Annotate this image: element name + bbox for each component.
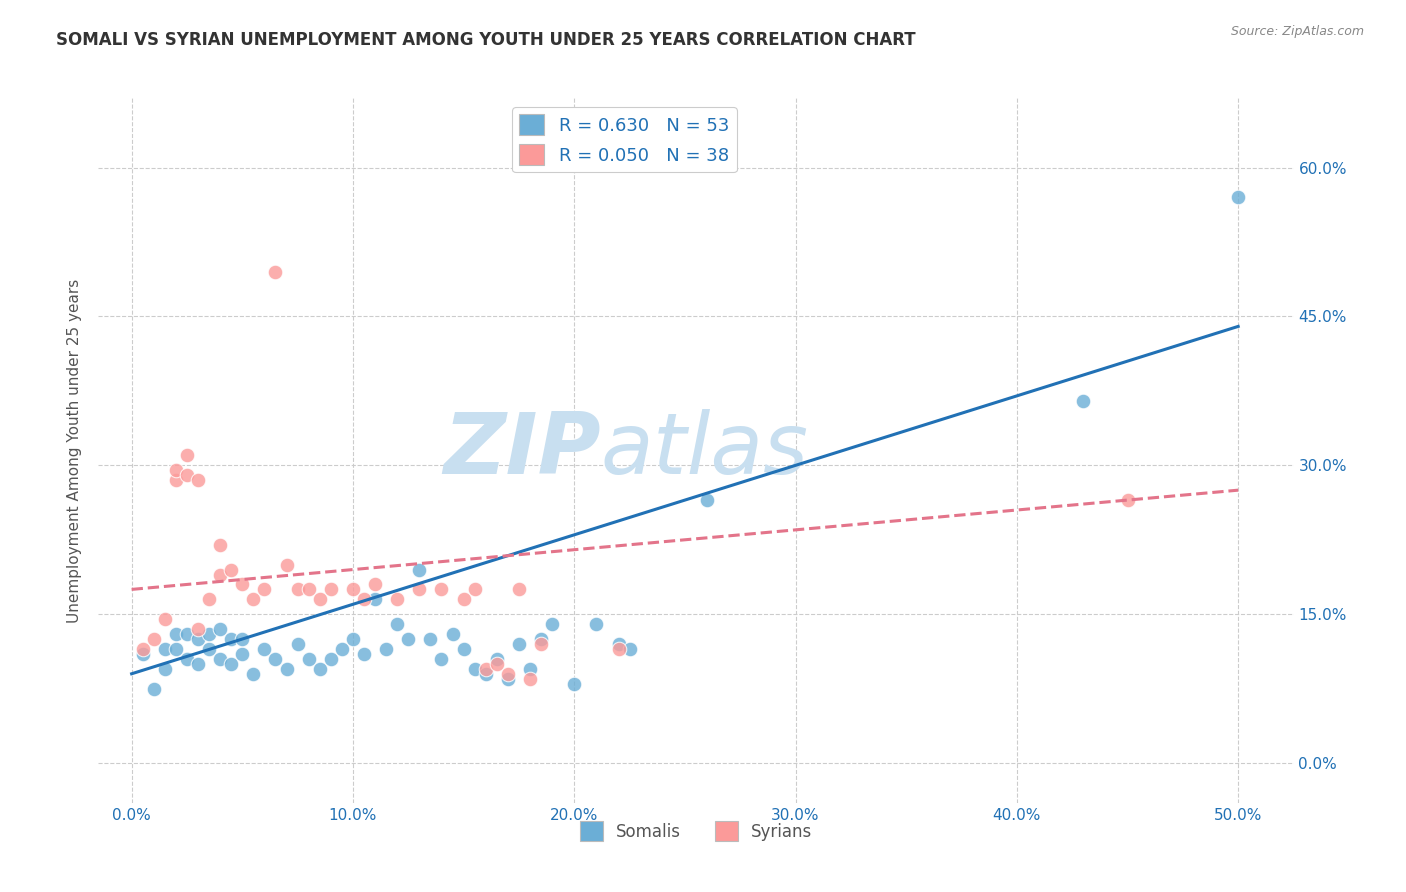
Point xyxy=(198,642,221,657)
Point xyxy=(264,652,287,666)
Point xyxy=(353,592,375,607)
Point xyxy=(131,642,153,657)
Point xyxy=(330,642,353,657)
Point xyxy=(385,617,409,632)
Point xyxy=(187,473,209,487)
Point xyxy=(264,265,287,279)
Point xyxy=(165,463,187,477)
Point xyxy=(153,642,176,657)
Point xyxy=(408,582,430,597)
Point xyxy=(298,582,321,597)
Point xyxy=(342,632,364,646)
Point xyxy=(298,652,321,666)
Point xyxy=(396,632,419,646)
Point xyxy=(519,672,541,686)
Point xyxy=(242,666,264,681)
Point xyxy=(276,558,298,572)
Point xyxy=(319,652,342,666)
Point xyxy=(276,662,298,676)
Point xyxy=(485,657,508,671)
Point xyxy=(408,563,430,577)
Point xyxy=(453,642,475,657)
Text: SOMALI VS SYRIAN UNEMPLOYMENT AMONG YOUTH UNDER 25 YEARS CORRELATION CHART: SOMALI VS SYRIAN UNEMPLOYMENT AMONG YOUT… xyxy=(56,31,915,49)
Point xyxy=(209,622,232,636)
Point xyxy=(165,473,187,487)
Point xyxy=(209,652,232,666)
Point xyxy=(176,468,198,483)
Point xyxy=(607,637,630,651)
Point xyxy=(619,642,641,657)
Point xyxy=(131,647,153,661)
Point xyxy=(1071,393,1094,408)
Point xyxy=(219,632,242,646)
Point xyxy=(165,642,187,657)
Point xyxy=(308,592,330,607)
Point xyxy=(696,493,718,508)
Point xyxy=(253,582,276,597)
Point xyxy=(353,647,375,661)
Point xyxy=(198,627,221,641)
Point xyxy=(287,582,309,597)
Point xyxy=(496,672,519,686)
Point xyxy=(176,627,198,641)
Point xyxy=(508,637,530,651)
Text: atlas: atlas xyxy=(600,409,808,492)
Point xyxy=(176,652,198,666)
Point xyxy=(231,647,253,661)
Point xyxy=(187,632,209,646)
Point xyxy=(187,622,209,636)
Point xyxy=(364,577,387,591)
Point xyxy=(1227,190,1250,204)
Point xyxy=(485,652,508,666)
Point xyxy=(375,642,398,657)
Point xyxy=(308,662,330,676)
Point xyxy=(430,582,453,597)
Point xyxy=(585,617,607,632)
Point xyxy=(319,582,342,597)
Text: Source: ZipAtlas.com: Source: ZipAtlas.com xyxy=(1230,25,1364,38)
Point xyxy=(142,632,165,646)
Point xyxy=(219,563,242,577)
Point xyxy=(253,642,276,657)
Point xyxy=(530,637,553,651)
Point xyxy=(496,666,519,681)
Point xyxy=(242,592,264,607)
Point xyxy=(231,577,253,591)
Point xyxy=(441,627,464,641)
Point xyxy=(607,642,630,657)
Point xyxy=(219,657,242,671)
Point xyxy=(464,662,486,676)
Point xyxy=(474,666,496,681)
Point xyxy=(287,637,309,651)
Point xyxy=(1116,493,1139,508)
Point xyxy=(430,652,453,666)
Point xyxy=(419,632,441,646)
Point xyxy=(209,538,232,552)
Point xyxy=(176,449,198,463)
Legend: Somalis, Syrians: Somalis, Syrians xyxy=(572,814,820,847)
Point xyxy=(453,592,475,607)
Point xyxy=(153,612,176,626)
Point xyxy=(519,662,541,676)
Text: ZIP: ZIP xyxy=(443,409,600,492)
Point xyxy=(474,662,496,676)
Point xyxy=(142,681,165,696)
Point xyxy=(198,592,221,607)
Point xyxy=(530,632,553,646)
Point xyxy=(187,657,209,671)
Y-axis label: Unemployment Among Youth under 25 years: Unemployment Among Youth under 25 years xyxy=(67,278,83,623)
Point xyxy=(209,567,232,582)
Point xyxy=(541,617,564,632)
Point xyxy=(364,592,387,607)
Point xyxy=(464,582,486,597)
Point xyxy=(562,676,585,690)
Point xyxy=(165,627,187,641)
Point xyxy=(342,582,364,597)
Point xyxy=(153,662,176,676)
Point xyxy=(385,592,409,607)
Point xyxy=(508,582,530,597)
Point xyxy=(231,632,253,646)
